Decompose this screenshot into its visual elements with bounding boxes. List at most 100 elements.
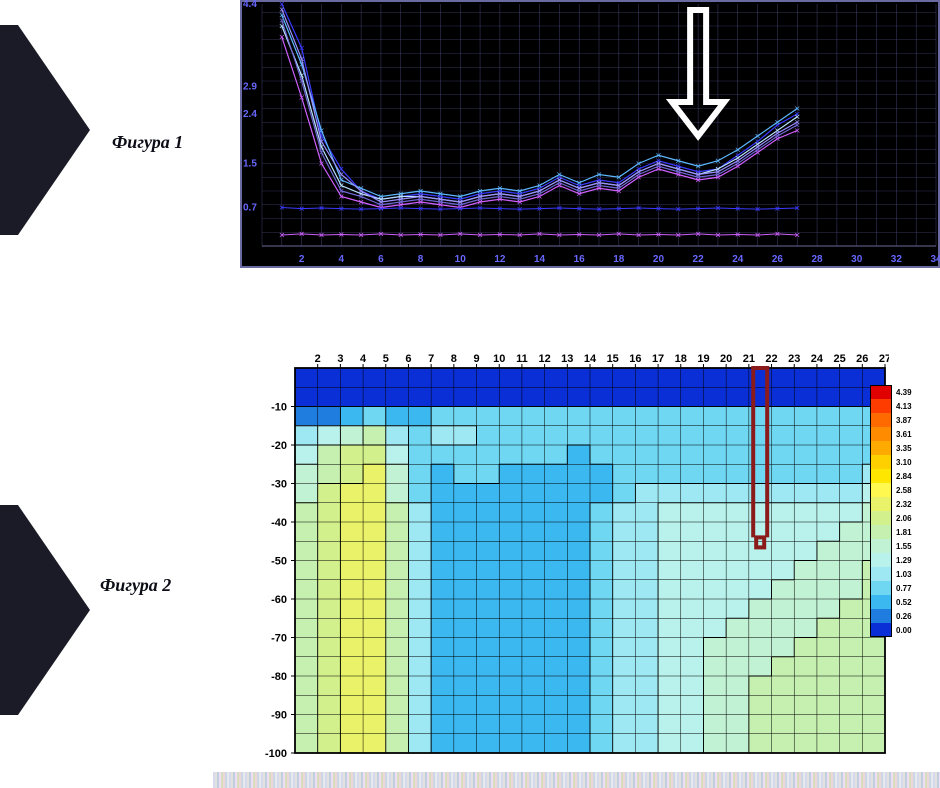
svg-text:0.7: 0.7: [243, 203, 257, 214]
svg-text:4.4: 4.4: [243, 0, 257, 10]
svg-text:14: 14: [584, 353, 597, 365]
svg-text:2.4: 2.4: [243, 109, 257, 120]
legend-swatch: [870, 567, 892, 581]
svg-text:20: 20: [720, 353, 732, 365]
chart2-legend: 4.39 4.13 3.87 3.61 3.35 3.10 2.84 2.58 2.32 2.06…: [870, 385, 920, 637]
svg-text:16: 16: [629, 353, 641, 365]
legend-swatch: [870, 623, 892, 637]
svg-text:6: 6: [378, 254, 384, 265]
chevron-decor-1: [0, 25, 90, 235]
svg-text:30: 30: [851, 254, 863, 265]
svg-text:-10: -10: [271, 402, 287, 414]
svg-text:21: 21: [743, 353, 755, 365]
legend-swatch: [870, 483, 892, 497]
svg-text:17: 17: [652, 353, 664, 365]
legend-value: 2.06: [892, 514, 912, 523]
legend-value: 3.35: [892, 444, 912, 453]
svg-text:-100: -100: [265, 748, 287, 757]
legend-swatch: [870, 511, 892, 525]
decorative-noise-strip: [213, 772, 940, 788]
svg-text:-80: -80: [271, 671, 287, 683]
svg-text:15: 15: [607, 353, 619, 365]
legend-value: 2.32: [892, 500, 912, 509]
legend-value: 0.52: [892, 598, 912, 607]
svg-text:24: 24: [732, 254, 744, 265]
svg-text:4: 4: [339, 254, 345, 265]
svg-text:14: 14: [534, 254, 546, 265]
legend-swatch: [870, 441, 892, 455]
chart1-line-plot: 2468101214161820222426283032340.71.52.42…: [240, 0, 940, 268]
chart2-contour-plot: 2345678910111213141516171819202122232425…: [255, 350, 889, 757]
svg-text:8: 8: [451, 353, 457, 365]
svg-text:23: 23: [788, 353, 800, 365]
legend-value: 4.13: [892, 402, 912, 411]
svg-text:12: 12: [494, 254, 506, 265]
svg-text:11: 11: [516, 353, 528, 365]
svg-text:16: 16: [574, 254, 586, 265]
legend-value: 1.29: [892, 556, 912, 565]
svg-text:-30: -30: [271, 479, 287, 491]
legend-value: 0.26: [892, 612, 912, 621]
legend-value: 2.84: [892, 472, 912, 481]
legend-swatch: [870, 399, 892, 413]
svg-text:1.5: 1.5: [243, 159, 257, 170]
svg-text:4: 4: [360, 353, 367, 365]
svg-text:-20: -20: [271, 440, 287, 452]
legend-value: 1.81: [892, 528, 912, 537]
svg-text:-70: -70: [271, 633, 287, 645]
svg-text:6: 6: [405, 353, 411, 365]
svg-text:3: 3: [337, 353, 343, 365]
legend-swatch: [870, 497, 892, 511]
svg-text:2.9: 2.9: [243, 82, 257, 93]
chevron-decor-2: [0, 505, 90, 715]
svg-text:9: 9: [473, 353, 479, 365]
svg-text:-50: -50: [271, 556, 287, 568]
svg-text:-90: -90: [271, 710, 287, 722]
legend-swatch: [870, 595, 892, 609]
svg-text:10: 10: [455, 254, 467, 265]
svg-text:20: 20: [653, 254, 665, 265]
svg-text:28: 28: [811, 254, 823, 265]
svg-text:19: 19: [697, 353, 709, 365]
svg-text:18: 18: [675, 353, 687, 365]
legend-value: 3.87: [892, 416, 912, 425]
figure1-label: Фигура 1: [112, 132, 183, 153]
legend-value: 4.39: [892, 388, 912, 397]
legend-value: 0.77: [892, 584, 912, 593]
legend-value: 2.58: [892, 486, 912, 495]
legend-value: 1.55: [892, 542, 912, 551]
legend-swatch: [870, 525, 892, 539]
svg-text:10: 10: [493, 353, 505, 365]
svg-text:-40: -40: [271, 517, 287, 529]
svg-text:22: 22: [765, 353, 777, 365]
svg-text:2: 2: [299, 254, 305, 265]
legend-swatch: [870, 427, 892, 441]
svg-text:34: 34: [930, 254, 940, 265]
svg-text:2: 2: [315, 353, 321, 365]
legend-swatch: [870, 609, 892, 623]
svg-text:22: 22: [693, 254, 705, 265]
svg-text:5: 5: [383, 353, 389, 365]
legend-value: 1.03: [892, 570, 912, 579]
legend-swatch: [870, 553, 892, 567]
svg-text:13: 13: [561, 353, 573, 365]
svg-text:7: 7: [428, 353, 434, 365]
svg-text:8: 8: [418, 254, 424, 265]
legend-swatch: [870, 539, 892, 553]
legend-swatch: [870, 385, 892, 399]
svg-text:26: 26: [772, 254, 784, 265]
legend-swatch: [870, 455, 892, 469]
legend-value: 3.10: [892, 458, 912, 467]
svg-text:25: 25: [833, 353, 845, 365]
svg-text:12: 12: [538, 353, 550, 365]
legend-swatch: [870, 581, 892, 595]
legend-swatch: [870, 469, 892, 483]
legend-value: 0.00: [892, 626, 912, 635]
legend-value: 3.61: [892, 430, 912, 439]
svg-text:-60: -60: [271, 594, 287, 606]
svg-text:24: 24: [811, 353, 824, 365]
svg-text:18: 18: [613, 254, 625, 265]
legend-swatch: [870, 413, 892, 427]
svg-text:32: 32: [891, 254, 903, 265]
svg-text:26: 26: [856, 353, 868, 365]
